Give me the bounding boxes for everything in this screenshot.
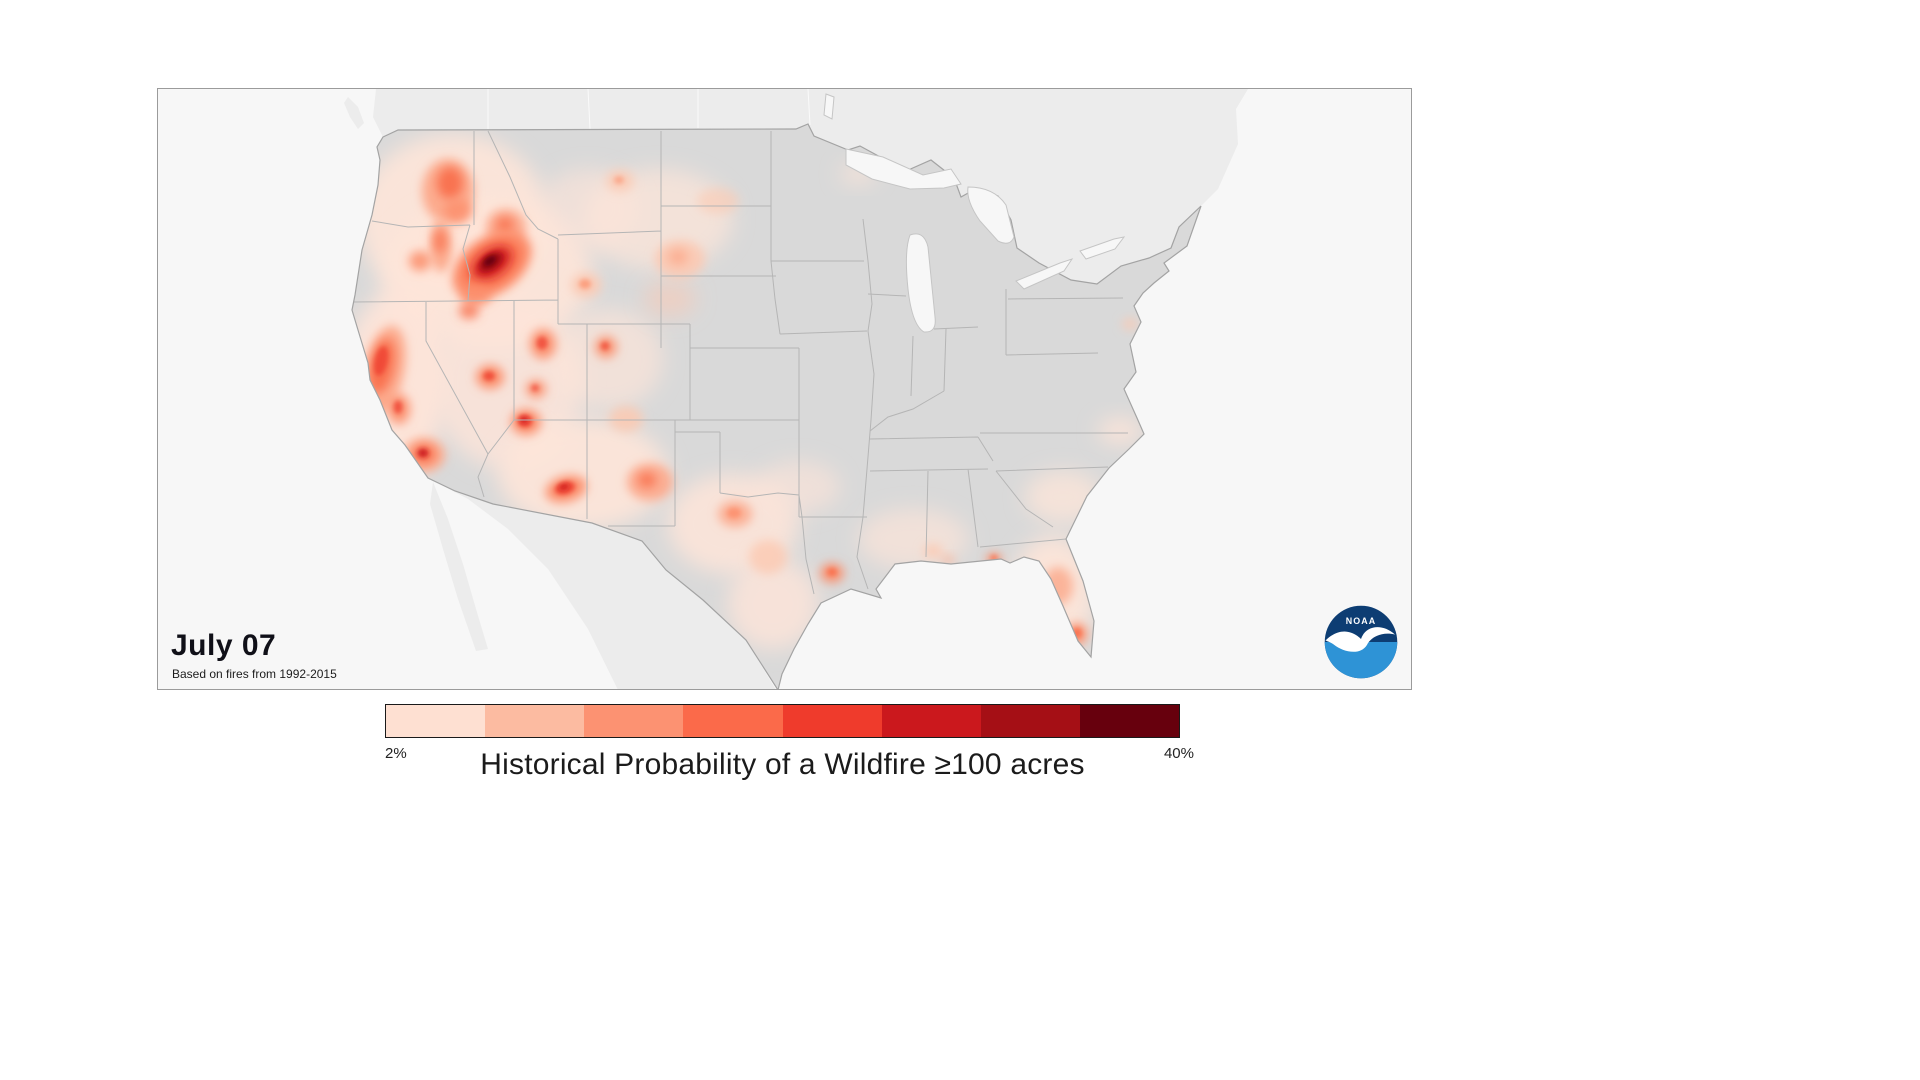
state-borders [352, 130, 1128, 595]
legend-segment [980, 705, 1080, 737]
legend-segment [584, 705, 684, 737]
noaa-circle-bottom [1324, 642, 1398, 679]
hotspot [459, 303, 479, 319]
hotspot [756, 461, 840, 513]
canada-landmass [344, 89, 1248, 284]
lake-winnipeg [823, 93, 835, 120]
vancouver-island [344, 97, 364, 129]
legend-segment [782, 705, 882, 737]
hotspot [923, 544, 943, 558]
hotspot [498, 419, 668, 529]
hotspot [461, 284, 491, 306]
hotspot [496, 217, 514, 233]
legend-segment [1079, 705, 1179, 737]
legend-segment [683, 705, 783, 737]
lake-huron [967, 186, 1015, 244]
source-note: Based on fires from 1992-2015 [172, 667, 337, 681]
hotspot [1122, 318, 1138, 330]
hotspot [600, 341, 610, 351]
hotspot [727, 507, 741, 519]
wildfire-probability-hotspots [352, 134, 1142, 652]
date-label: July 07 [171, 629, 277, 662]
hotspot [827, 568, 837, 576]
great-lakes [845, 148, 1126, 333]
legend-segment [881, 705, 981, 737]
hotspot [531, 384, 539, 392]
legend-title: Historical Probability of a Wildfire ≥10… [480, 748, 1085, 781]
hotspot [697, 188, 739, 214]
hotspot [373, 346, 389, 376]
hotspot [536, 336, 548, 350]
legend-segment [485, 705, 585, 737]
hotspot [1098, 418, 1142, 444]
hotspot [614, 176, 624, 184]
legend-segment [386, 705, 486, 737]
noaa-logo: NOAA [1324, 605, 1398, 679]
legend-max-label: 40% [1163, 745, 1194, 762]
hotspot [483, 371, 495, 381]
wildfire-map-panel: July 07 Based on fires from 1992-2015 NO… [157, 88, 1412, 690]
hotspot [749, 540, 787, 574]
hotspot [668, 249, 688, 265]
seagull-icon [1325, 627, 1396, 652]
hotspot [559, 483, 569, 491]
legend-color-bar [385, 704, 1180, 738]
hotspot [444, 199, 472, 223]
province-borders [487, 89, 811, 130]
noaa-logo-text: NOAA [1346, 616, 1377, 626]
hotspot [941, 555, 955, 565]
us-national-outline [351, 123, 1202, 689]
lake-ontario [1079, 236, 1126, 260]
hotspot [483, 255, 497, 267]
hotspot [638, 472, 656, 488]
noaa-emblem: NOAA [1324, 605, 1398, 679]
mexico-landmass [428, 478, 776, 689]
us-probability-map [158, 89, 1411, 689]
hotspot [644, 281, 696, 317]
hotspot [393, 400, 403, 414]
hotspot [409, 251, 431, 271]
hotspot [609, 406, 643, 432]
hotspot [579, 279, 591, 289]
hotspot [437, 167, 463, 199]
hotspot [728, 559, 818, 649]
lake-michigan [905, 233, 936, 333]
lake-erie [1015, 258, 1074, 290]
hotspot [434, 229, 446, 253]
baja-peninsula [430, 482, 488, 651]
legend-min-label: 2% [385, 745, 407, 762]
hotspot [417, 448, 429, 458]
hotspot [553, 309, 663, 409]
lake-superior [845, 148, 962, 190]
legend: 2% 40% Historical Probability of a Wildf… [385, 704, 1194, 781]
